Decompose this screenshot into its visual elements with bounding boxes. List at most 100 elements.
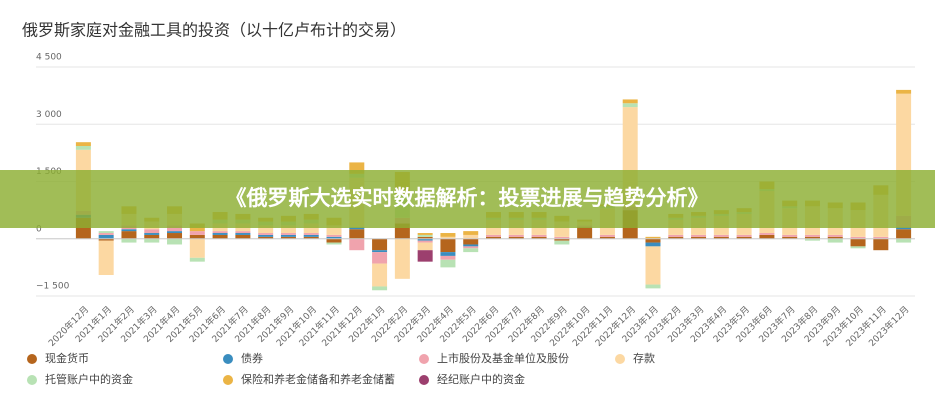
bar-segment [599,234,615,237]
legend-label: 保险和养老金储备和养老金储蓄 [241,372,395,386]
bar-segment [303,223,319,234]
bar-segment [417,238,433,241]
bar-segment [212,234,228,239]
bar-segment [645,246,661,285]
bar-segment [804,236,820,239]
bar-segment [531,236,547,239]
bar-segment [599,236,615,239]
bar-segment [463,246,479,249]
bar-segment [759,233,775,235]
legend-swatch [223,354,233,364]
bar-segment [372,286,388,291]
bar-segment [417,242,433,251]
bar-segment [440,233,456,237]
bar-segment [121,229,137,232]
bar-segment [531,234,547,237]
bar-segment [280,234,296,237]
bar-segment [873,236,889,239]
bar-segment [144,238,160,243]
bar-segment [258,234,274,237]
bar-segment [896,238,912,243]
bar-segment [212,233,228,235]
bar-segment [850,246,866,249]
bar-segment [144,229,160,234]
bar-segment [167,231,183,234]
bar-segment [121,231,137,239]
legend-label: 现金货币 [45,351,89,365]
bar-segment [736,236,752,239]
bar-segment [372,250,388,253]
bar-segment [896,229,912,239]
bar-segment [668,234,684,237]
bar-segment [372,263,388,287]
bar-segment [850,236,866,239]
bar-segment [372,238,388,251]
bar-segment [189,231,205,235]
y-tick-label: 3 000 [36,110,62,120]
bar-segment [440,238,456,253]
bar-segment [508,236,524,239]
bar-segment [782,234,798,237]
bar-segment [189,234,205,239]
legend-swatch [419,375,429,385]
bar-segment [167,238,183,245]
bar-segment [144,233,160,235]
bar-segment [668,236,684,239]
bar-segment [167,233,183,239]
bar-segment [349,238,365,251]
bar-segment [486,234,501,237]
bar-segment [554,240,570,245]
bar-segment [75,142,91,147]
bar-segment [440,259,456,268]
bar-segment [326,242,342,245]
bar-segment [896,227,912,230]
bar-segment [713,236,729,239]
bar-segment [75,146,91,150]
bar-segment [622,99,638,104]
bar-segment [691,234,707,237]
y-tick-label: 4 500 [36,53,62,63]
bar-segment [804,234,820,237]
bar-segment [349,227,365,230]
bar-segment [827,238,843,243]
bar-segment [98,240,114,276]
banner-text: 《俄罗斯大选实时数据解析：投票进展与趋势分析》 [226,186,709,210]
legend-swatch [27,354,37,364]
y-tick-label: −1 500 [36,282,70,292]
bar-segment [417,240,433,243]
bar-segment [349,229,365,239]
bar-segment [873,238,889,251]
bar-segment [326,236,342,239]
bar-segment [121,238,137,243]
bar-segment [622,103,638,108]
bar-segment [577,227,593,239]
bar-segment [645,236,661,239]
legend-label: 存款 [633,351,655,365]
bar-segment [896,89,912,94]
bar-segment [827,234,843,237]
bar-segment [189,257,205,262]
bar-segment [326,225,342,235]
bar-segment [280,233,296,235]
bar-segment [258,236,274,239]
legend-label: 经纪账户中的资金 [437,372,525,386]
legend-swatch [27,375,37,385]
bar-segment [303,236,319,239]
bar-segment [280,225,296,234]
banner-band [0,170,935,228]
bar-segment [303,233,319,235]
legend-label: 托管账户中的资金 [45,372,133,386]
bar-segment [189,238,205,258]
bar-segment [258,233,274,235]
bar-segment [713,234,729,237]
bar-segment [303,234,319,237]
bar-segment [827,236,843,239]
bar-segment [235,231,251,234]
bar-segment [486,236,501,239]
bar-segment [394,238,410,279]
bar-segment [326,238,342,243]
bar-segment [691,236,707,239]
bar-segment [645,284,661,289]
bar-segment [759,234,775,239]
